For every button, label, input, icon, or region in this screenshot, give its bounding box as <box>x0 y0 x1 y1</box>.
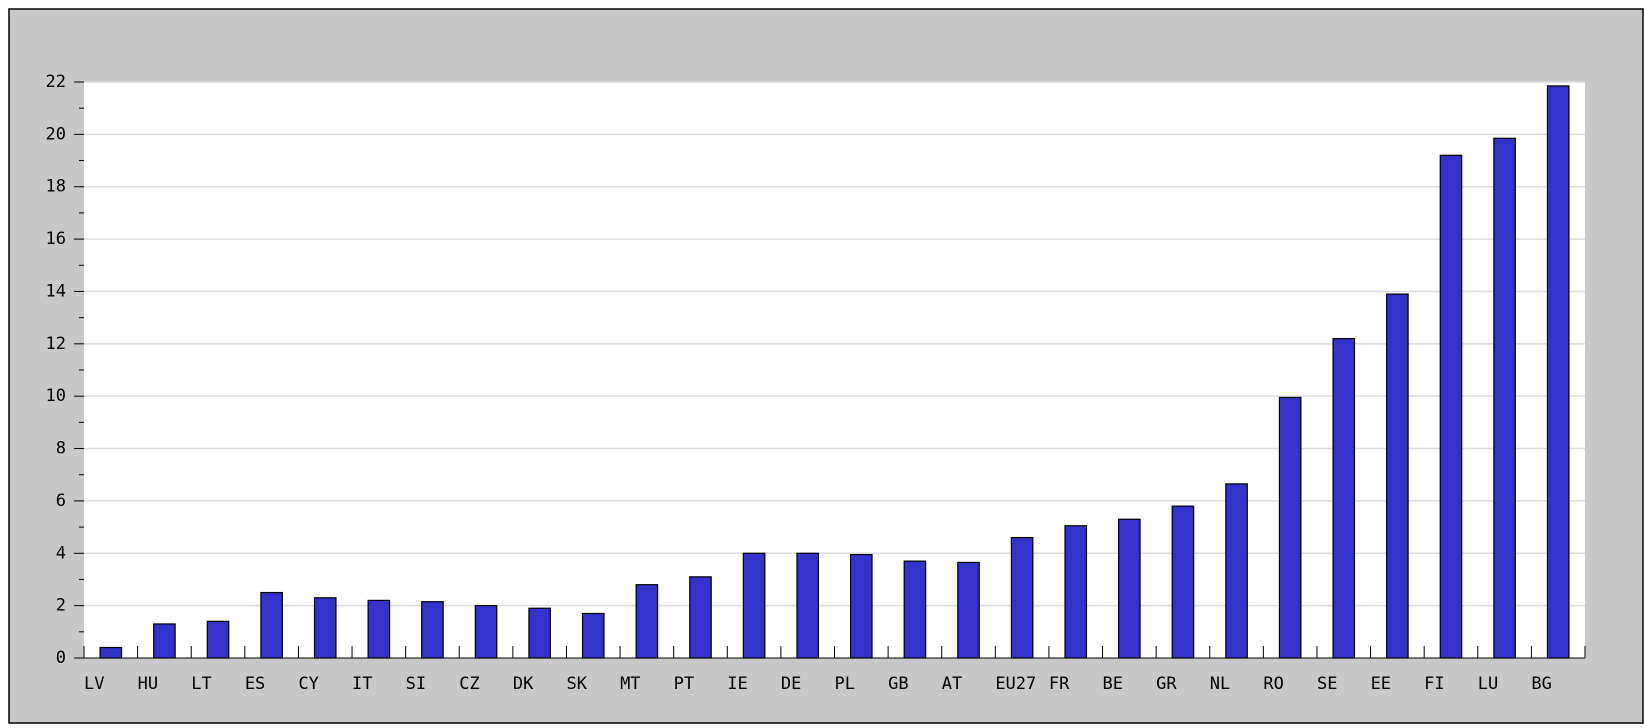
bar <box>367 599 391 659</box>
x-tick-label: AT <box>942 674 962 694</box>
bar <box>1439 154 1463 659</box>
x-tick-label: PT <box>674 674 694 694</box>
x-tick-label: IE <box>727 674 747 694</box>
y-tick-label: 0 <box>56 648 66 668</box>
bar <box>206 620 230 659</box>
x-tick-label: GR <box>1156 674 1177 694</box>
y-tick-label: 6 <box>56 491 66 511</box>
x-tick-label: LV <box>84 674 104 694</box>
bar <box>421 601 444 659</box>
y-tick-label: 10 <box>46 386 66 406</box>
bar <box>153 623 176 659</box>
x-tick-label: SI <box>406 674 426 694</box>
bar <box>474 605 498 659</box>
y-tick-label: 18 <box>46 177 66 197</box>
bar <box>1493 137 1516 659</box>
x-tick-label: RO <box>1263 674 1283 694</box>
bar <box>1278 396 1302 659</box>
x-tick-label: CZ <box>459 674 479 694</box>
x-tick-label: DK <box>513 674 534 694</box>
x-tick-label: IT <box>352 674 372 694</box>
x-tick-label: EE <box>1371 674 1391 694</box>
bar <box>260 591 283 659</box>
x-tick-label: SE <box>1317 674 1337 694</box>
x-tick-label: FR <box>1049 674 1070 694</box>
x-tick-label: BG <box>1531 674 1551 694</box>
x-tick-label: DE <box>781 674 801 694</box>
x-tick-label: CY <box>298 674 318 694</box>
bar <box>635 584 659 659</box>
bar <box>903 560 927 659</box>
x-tick-label: HU <box>138 674 158 694</box>
x-tick-label: BE <box>1103 674 1123 694</box>
bar <box>1064 525 1088 659</box>
y-tick-label: 14 <box>46 281 66 301</box>
y-tick-label: 8 <box>56 439 66 459</box>
y-tick-label: 12 <box>46 334 66 354</box>
y-tick-label: 22 <box>46 72 66 92</box>
x-tick-label: EU27 <box>995 674 1036 694</box>
bar <box>796 552 820 659</box>
bar <box>1225 483 1248 659</box>
x-tick-label: MT <box>620 674 640 694</box>
bar <box>1118 518 1141 659</box>
bar <box>1171 505 1195 659</box>
x-tick-label: FI <box>1424 674 1444 694</box>
x-tick-label: LU <box>1478 674 1498 694</box>
x-tick-label: LT <box>191 674 211 694</box>
x-tick-label: NL <box>1210 674 1230 694</box>
y-tick-label: 16 <box>46 229 66 249</box>
y-tick-label: 20 <box>46 124 66 144</box>
bar <box>1332 337 1356 659</box>
bar <box>581 612 605 659</box>
x-tick-label: GB <box>888 674 908 694</box>
bar <box>689 576 712 659</box>
x-tick-label: PL <box>835 674 855 694</box>
plot-area <box>84 82 1585 658</box>
y-tick-label: 2 <box>56 596 66 616</box>
x-tick-label: ES <box>245 674 265 694</box>
bar <box>742 552 766 659</box>
bar <box>849 553 873 659</box>
bar <box>99 646 123 659</box>
bar <box>528 607 551 659</box>
y-tick-label: 4 <box>56 543 66 563</box>
bar <box>313 597 337 659</box>
bar <box>1386 293 1409 659</box>
x-tick-label: SK <box>566 674 587 694</box>
bar <box>957 561 980 659</box>
bar <box>1546 85 1570 659</box>
bar <box>1010 536 1034 659</box>
